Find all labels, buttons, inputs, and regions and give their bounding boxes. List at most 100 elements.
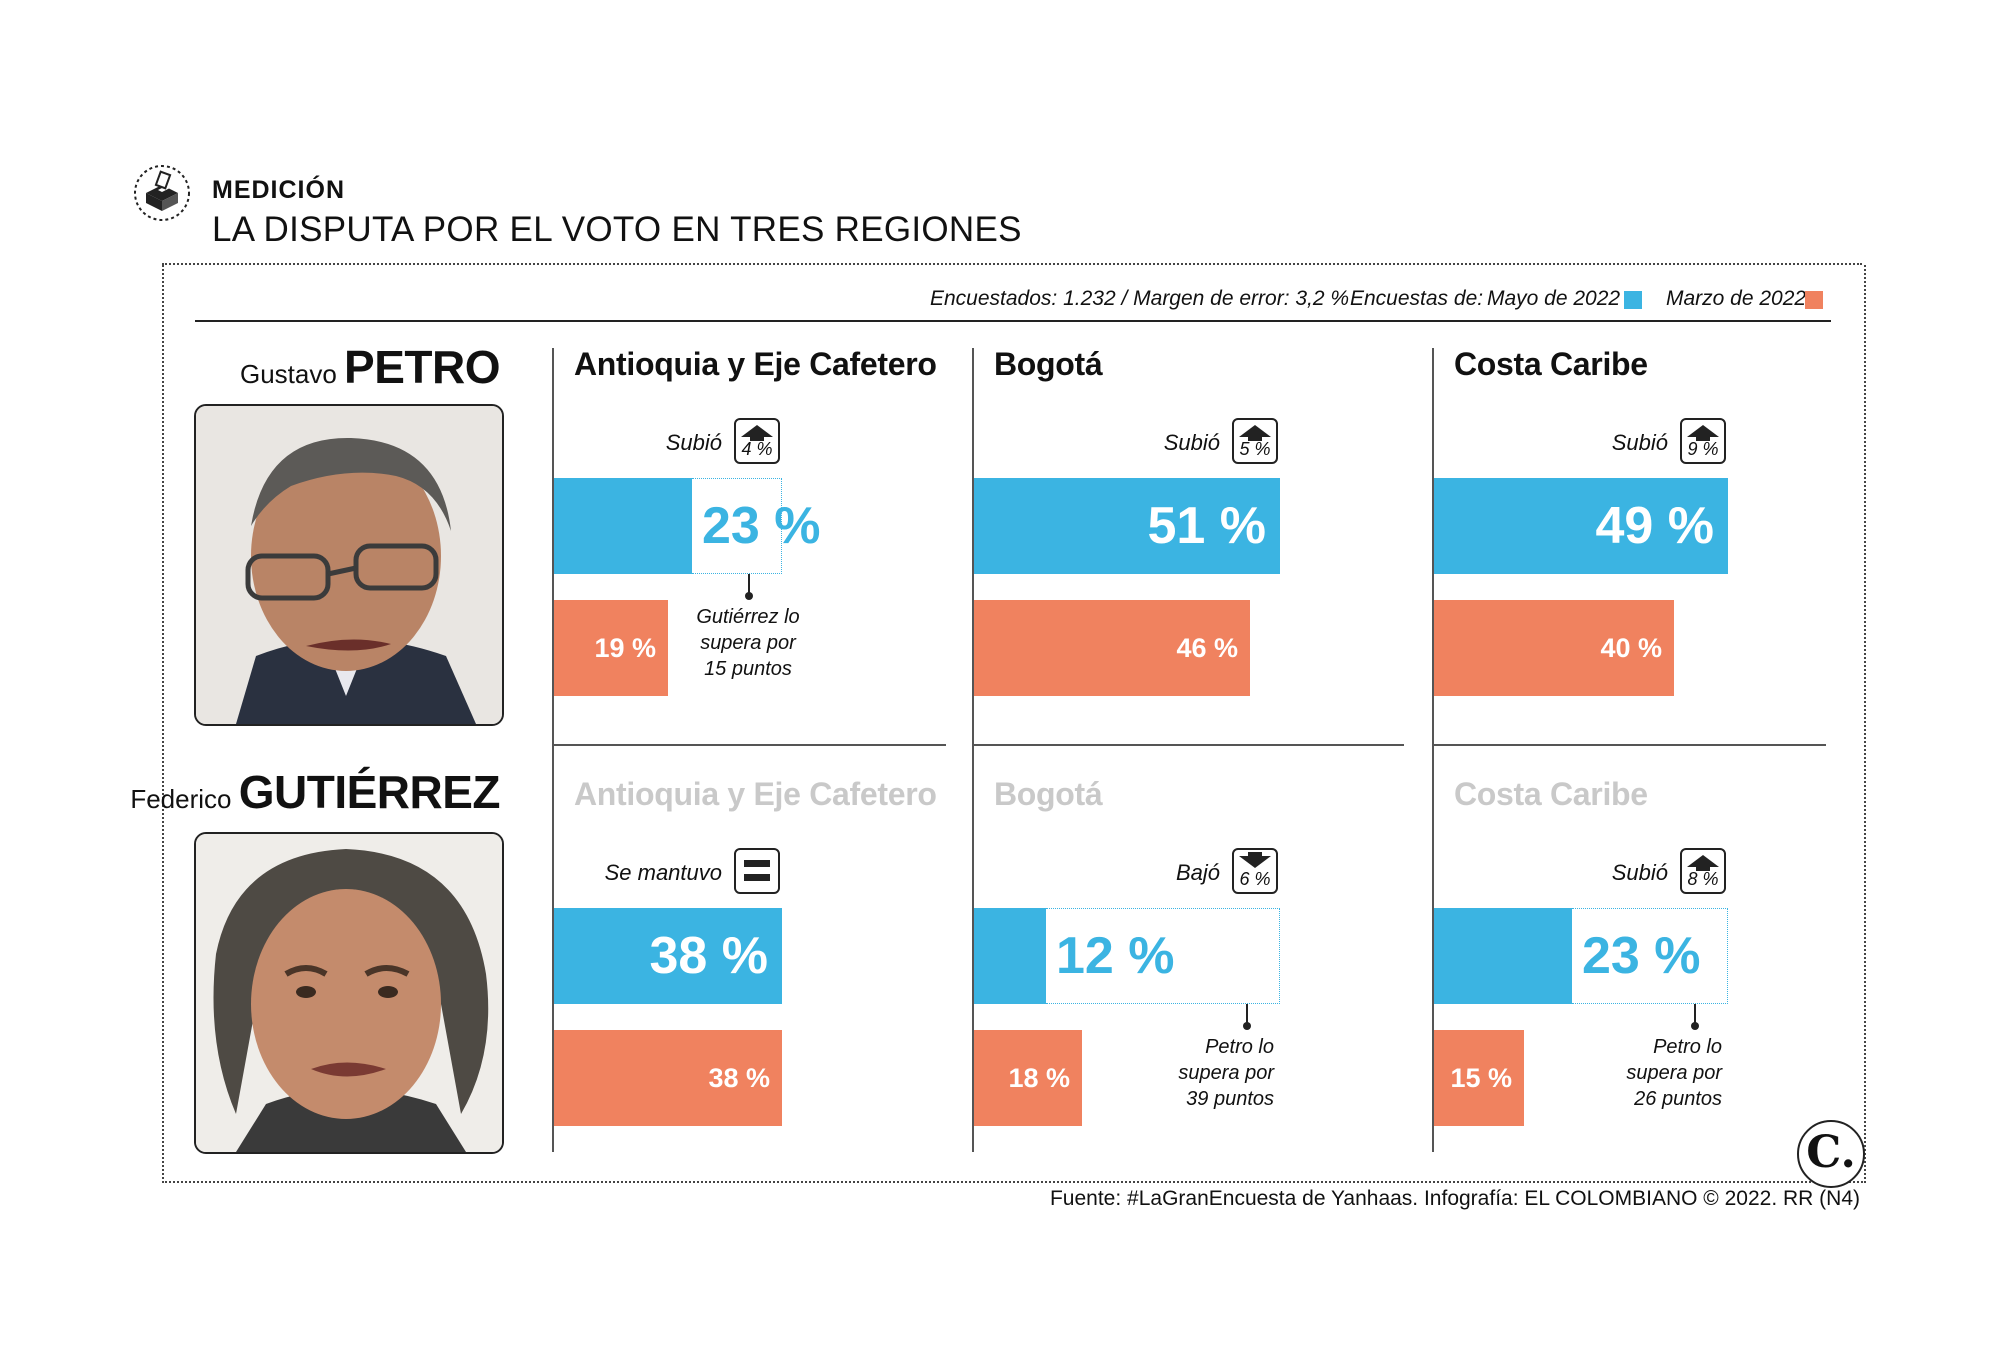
bar-march-gutierrez-costa-caribe [1434,1030,1524,1126]
trend-badge-gutierrez-bogota: 6 % [1232,848,1278,894]
region-title-petro-bogota: Bogotá [994,346,1103,382]
bar-march-petro-antioquia-y-eje-cafetero [554,600,668,696]
region-title-gutierrez-antioquia-y-eje-cafetero: Antioquia y Eje Cafetero [574,776,937,812]
row-divider [972,744,1404,746]
kicker: MEDICIÓN [212,176,345,204]
note-leader-petro-antioquia-y-eje-cafetero [748,574,750,596]
candidate-last-name: GUTIÉRREZ [238,766,501,818]
region-title-petro-costa-caribe: Costa Caribe [1454,346,1648,382]
bar-march-petro-costa-caribe [1434,600,1674,696]
frame-top-border [162,263,1862,265]
value-label-march-petro-bogota: 46 % [1176,633,1238,663]
arrow-down-icon [1239,852,1271,868]
candidate-first-name: Gustavo [239,359,337,389]
trend-status-gutierrez-bogota: Bajó [1175,860,1220,885]
note-line: supera por [700,632,796,654]
bar-march-petro-bogota [974,600,1250,696]
value-label-may-petro-costa-caribe: 49 % [1595,497,1714,555]
value-label-march-gutierrez-bogota: 18 % [1008,1063,1070,1093]
note-leader-gutierrez-bogota [1246,1004,1248,1026]
candidate-name-gutierrez: Federico GUTIÉRREZ [120,765,500,819]
trend-badge-gutierrez-antioquia-y-eje-cafetero [734,848,780,894]
candidate-first-name: Federico [130,784,232,814]
value-label-may-gutierrez-bogota: 12 % [1056,927,1175,985]
arrow-up-icon [1687,855,1719,871]
bar-may-gutierrez-costa-caribe [1434,908,1572,1004]
source-note: Fuente: #LaGranEncuesta de Yanhaas. Info… [1049,1187,1860,1210]
note-line: Petro lo [1205,1036,1274,1058]
change-value: 4 % [741,439,773,459]
note-line: 15 puntos [704,658,792,680]
infographic-frame [162,265,1866,1183]
candidate-photo-petro [194,404,504,726]
note-line: supera por [1626,1062,1722,1084]
note-leader-gutierrez-costa-caribe [1694,1004,1696,1026]
arrow-up-icon [1239,425,1271,441]
note-line: 26 puntos [1634,1088,1722,1110]
value-label-may-gutierrez-costa-caribe: 23 % [1582,927,1701,985]
trend-status-gutierrez-antioquia-y-eje-cafetero: Se mantuvo [604,860,722,885]
survey-meta: Encuestados: 1.232 / Margen de error: 3,… [930,287,1350,310]
trend-badge-petro-antioquia-y-eje-cafetero: 4 % [734,418,780,464]
legend-may-label: Mayo de 2022 [1487,287,1621,310]
note-line: 39 puntos [1186,1088,1274,1110]
legend-march-swatch [1805,291,1823,309]
bar-may-petro-costa-caribe [1434,478,1728,574]
value-label-march-gutierrez-costa-caribe: 15 % [1450,1063,1512,1093]
trend-status-petro-bogota: Subió [1163,430,1220,455]
column-divider [552,348,554,1152]
bar-may-petro-antioquia-y-eje-cafetero [554,478,692,574]
trend-badge-petro-costa-caribe: 9 % [1680,418,1726,464]
difference-note-gutierrez-bogota: Petro lo supera por 39 puntos [1114,1034,1274,1112]
ballot-box-icon [134,165,190,221]
arrow-up-icon [1687,425,1719,441]
value-label-march-gutierrez-antioquia-y-eje-cafetero: 38 % [708,1063,770,1093]
el-colombiano-logo: C. [1797,1120,1865,1188]
bar-may-petro-bogota [974,478,1280,574]
bar-march-gutierrez-bogota [974,1030,1082,1126]
note-dot-gutierrez-costa-caribe [1691,1022,1699,1030]
note-line: supera por [1178,1062,1274,1084]
change-value: 6 % [1239,869,1271,889]
note-dot-gutierrez-bogota [1243,1022,1251,1030]
note-line: Petro lo [1653,1036,1722,1058]
trend-status-petro-antioquia-y-eje-cafetero: Subió [665,430,722,455]
candidate-name-petro: Gustavo PETRO [120,340,501,394]
rival-gap-outline-gutierrez-bogota [1046,908,1280,1004]
region-title-gutierrez-bogota: Bogotá [994,776,1103,812]
region-title-gutierrez-costa-caribe: Costa Caribe [1454,776,1648,812]
value-label-may-petro-antioquia-y-eje-cafetero: 23 % [702,497,821,555]
value-label-march-petro-costa-caribe: 40 % [1600,633,1662,663]
change-value: 8 % [1687,869,1719,889]
legend-may-swatch [1624,291,1642,309]
column-divider [1432,348,1434,1152]
row-divider [1432,744,1826,746]
rival-gap-outline-petro-antioquia-y-eje-cafetero [692,478,782,574]
change-value: 5 % [1239,439,1271,459]
value-label-may-petro-bogota: 51 % [1147,497,1266,555]
arrow-up-icon [741,425,773,441]
difference-note-gutierrez-costa-caribe: Petro lo supera por 26 puntos [1562,1034,1722,1112]
region-title-petro-antioquia-y-eje-cafetero: Antioquia y Eje Cafetero [574,346,937,382]
column-divider [972,348,974,1152]
trend-badge-gutierrez-costa-caribe: 8 % [1680,848,1726,894]
note-dot-petro-antioquia-y-eje-cafetero [745,592,753,600]
trend-badge-petro-bogota: 5 % [1232,418,1278,464]
rival-gap-outline-gutierrez-costa-caribe [1572,908,1728,1004]
page-title: LA DISPUTA POR EL VOTO EN TRES REGIONES [212,210,1022,249]
legend-rule [195,320,1831,322]
bar-may-gutierrez-bogota [974,908,1046,1004]
value-label-may-gutierrez-antioquia-y-eje-cafetero: 38 % [649,927,768,985]
note-line: Gutiérrez lo [696,606,800,628]
value-label-march-petro-antioquia-y-eje-cafetero: 19 % [594,633,656,663]
bar-march-gutierrez-antioquia-y-eje-cafetero [554,1030,782,1126]
legend-prefix: Encuestas de: [1350,287,1484,310]
row-divider [552,744,946,746]
bar-may-gutierrez-antioquia-y-eje-cafetero [554,908,782,1004]
change-value: 9 % [1687,439,1719,459]
difference-note-petro-antioquia-y-eje-cafetero: Gutiérrez lo supera por 15 puntos [658,604,838,682]
equals-icon [744,860,770,881]
trend-status-gutierrez-costa-caribe: Subió [1611,860,1668,885]
legend-march-label: Marzo de 2022 [1666,287,1807,310]
candidate-photo-gutierrez [194,832,504,1154]
